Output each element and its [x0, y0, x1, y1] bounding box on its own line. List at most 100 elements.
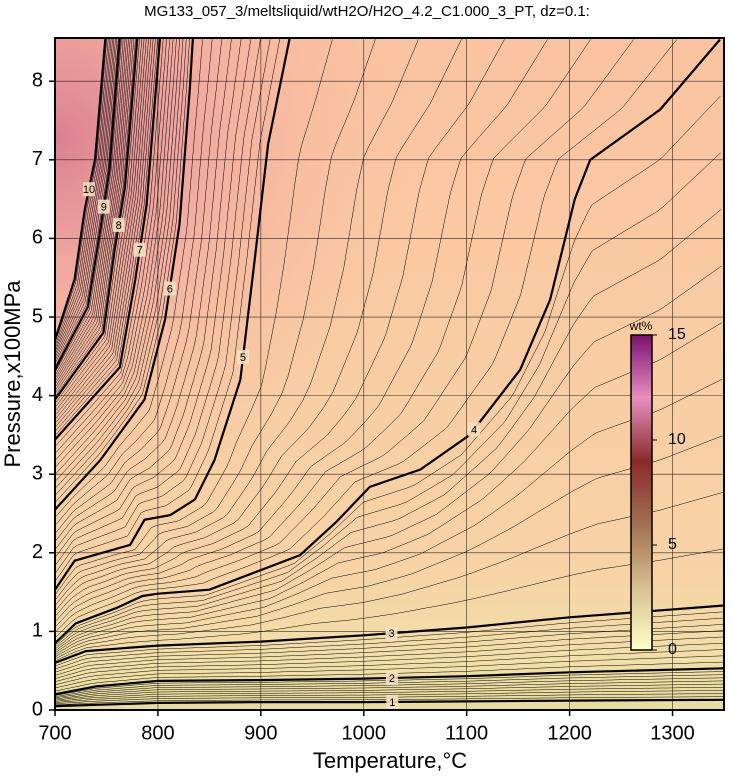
colorbar-tick-label: 10 [668, 431, 686, 448]
minor-contour [55, 38, 261, 566]
contour-label-bg [163, 281, 176, 296]
colorbar-tick-label: 0 [668, 641, 677, 658]
major-contour [55, 38, 139, 401]
x-tick-label: 1000 [342, 722, 387, 744]
major-contour [55, 38, 121, 371]
contour-label-bg [82, 182, 95, 197]
y-tick-label: 1 [32, 620, 43, 642]
minor-contour [55, 38, 592, 628]
minor-contour [55, 636, 724, 679]
minor-contour [55, 38, 252, 558]
minor-contour [55, 38, 184, 489]
contour-label-bg [385, 670, 398, 685]
minor-contour [55, 38, 171, 461]
y-tick-label: 8 [32, 70, 43, 92]
minor-contour [55, 492, 724, 660]
colorbar [630, 334, 653, 651]
minor-contour [55, 677, 724, 699]
minor-contour [55, 617, 724, 670]
minor-contour [55, 38, 187, 496]
y-tick-label: 7 [32, 148, 43, 170]
chart-title: MG133_057_3/meltsliquid/wtH2O/H2O_4.2_C1… [144, 3, 590, 20]
minor-contour [55, 209, 722, 650]
minor-contour [55, 630, 724, 676]
minor-contour [55, 152, 721, 648]
minor-contour [55, 683, 724, 701]
minor-contour [55, 38, 129, 385]
plot-frame [54, 37, 725, 711]
contour-label-bg [236, 350, 249, 365]
minor-contour [55, 548, 724, 662]
minor-contour [55, 38, 112, 352]
x-axis-label: Temperature,°C [313, 748, 467, 773]
x-tick-label: 700 [38, 722, 71, 744]
contour-label: 5 [240, 352, 246, 364]
minor-contour [55, 38, 174, 468]
major-contour [55, 698, 724, 708]
major-contour [55, 38, 107, 341]
contour-label-bg [97, 199, 110, 214]
major-contour [55, 667, 724, 696]
minor-contour [55, 38, 333, 596]
x-tick-label: 1200 [547, 722, 592, 744]
minor-contour [55, 378, 723, 656]
x-tick-label: 1100 [445, 722, 488, 744]
minor-contour [55, 38, 203, 518]
minor-contour [55, 38, 149, 420]
contour-label-bg [385, 626, 398, 641]
minor-contour [55, 38, 223, 534]
minor-contour [55, 38, 242, 550]
y-tick-label: 4 [32, 384, 43, 406]
minor-contour [55, 38, 154, 428]
major-contour [55, 38, 162, 441]
minor-contour [55, 624, 724, 673]
minor-contour [55, 96, 721, 646]
minor-contour [55, 39, 635, 633]
major-contour [55, 38, 721, 644]
minor-contour [55, 39, 678, 638]
contour-label: 1 [389, 697, 395, 709]
contour-labels: 1 2 3 4 5 6 7 89 10 [82, 182, 481, 709]
colorbar-tick-label: 5 [668, 536, 677, 553]
x-tick-label: 1300 [650, 722, 695, 744]
colorbar-label: wt% [629, 319, 653, 333]
y-tick-label: 5 [32, 305, 43, 327]
contour-label-bg [386, 694, 399, 709]
contour-label: 2 [389, 673, 395, 685]
major-contour [55, 38, 194, 511]
minor-contour [55, 38, 145, 412]
x-tick-label: 800 [141, 722, 174, 744]
minor-contour [55, 680, 724, 700]
minor-contour [55, 686, 724, 702]
y-axis-label: Pressure,x100MPa [0, 280, 25, 468]
contour-label: 4 [471, 424, 477, 436]
minor-contour [55, 642, 724, 682]
y-tick-label: 2 [32, 541, 43, 563]
y-tick-label: 3 [32, 462, 43, 484]
contour-label: 9 [101, 202, 107, 214]
major-contour [55, 604, 724, 664]
minor-contour [55, 38, 506, 617]
minor-contour [55, 38, 232, 542]
contour-label: 6 [167, 283, 173, 295]
contour-label: 10 [83, 184, 95, 196]
contour-label: 7 [137, 245, 143, 257]
minor-contour [55, 38, 213, 526]
major-contour [55, 38, 291, 591]
minor-contour [55, 38, 128, 382]
colorbar-tick-label: 15 [668, 326, 686, 343]
minor-contour [55, 38, 419, 606]
minor-contour [55, 38, 147, 416]
minor-contour [55, 649, 724, 686]
minor-contour [55, 38, 180, 482]
contour-label-bg [112, 218, 125, 233]
minor-contour [55, 38, 271, 574]
minor-contour [55, 38, 167, 454]
minor-contour [55, 435, 723, 658]
minor-contour [55, 38, 376, 601]
minor-contour [55, 38, 463, 612]
minor-contour [55, 38, 152, 424]
minor-contour [55, 655, 724, 689]
y-tick-label: 6 [32, 227, 43, 249]
